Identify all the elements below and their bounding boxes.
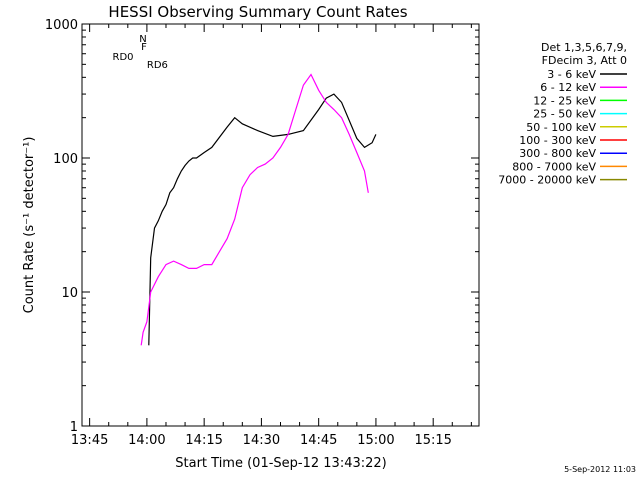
y-tick-label: 1 (70, 420, 78, 435)
x-axis-label: Start Time (01-Sep-12 13:43:22) (175, 456, 386, 471)
x-tick-label: 14:00 (128, 433, 165, 448)
annotation-n: N (139, 34, 146, 45)
legend-label: 50 - 100 keV (526, 121, 596, 134)
y-tick-label: 100 (53, 152, 78, 167)
x-axis: 13:45 14:00 14:15 14:30 14:45 15:00 15:15 (71, 24, 472, 448)
legend: Det 1,3,5,6,7,9, FDecim 3, Att 0 3 - 6 k… (498, 41, 627, 187)
legend-label: 3 - 6 keV (547, 68, 596, 81)
legend-label: 300 - 800 keV (519, 147, 596, 160)
y-axis-label: Count Rate (s⁻¹ detector⁻¹) (22, 137, 37, 314)
series-line-2 (140, 73, 369, 346)
annotation-layer: NF RD0 RD6 (113, 34, 168, 71)
legend-label: 7000 - 20000 keV (498, 174, 596, 187)
x-tick-label: 14:30 (243, 433, 280, 448)
legend-label: 100 - 300 keV (519, 134, 596, 147)
series-layer (140, 73, 377, 346)
legend-header-2: FDecim 3, Att 0 (542, 54, 627, 67)
legend-header-1: Det 1,3,5,6,7,9, (541, 41, 627, 54)
y-axis: 1 10 100 1000 (45, 18, 479, 435)
annotation-rd0: RD0 (113, 52, 134, 63)
x-tick-label: 14:15 (185, 433, 222, 448)
chart-title: HESSI Observing Summary Count Rates (108, 3, 407, 21)
legend-label: 800 - 7000 keV (512, 160, 596, 173)
timestamp: 5-Sep-2012 11:03 (564, 465, 636, 474)
plot-area: 1 10 100 1000 13:45 14:00 14:15 14:30 14:45 15:0… (45, 18, 480, 448)
plot-frame (81, 23, 480, 427)
x-tick-label: 13:45 (71, 433, 108, 448)
annotation-rd6: RD6 (147, 60, 168, 71)
legend-label: 6 - 12 keV (540, 81, 596, 94)
y-tick-label: 10 (61, 286, 78, 301)
annotation-f: F (141, 42, 147, 53)
series-line-1 (148, 93, 377, 346)
legend-label: 25 - 50 keV (533, 108, 596, 121)
x-tick-label: 15:15 (414, 433, 451, 448)
y-tick-label: 1000 (45, 18, 78, 33)
x-tick-label: 14:45 (300, 433, 337, 448)
legend-label: 12 - 25 keV (533, 94, 596, 107)
x-tick-label: 15:00 (357, 433, 394, 448)
